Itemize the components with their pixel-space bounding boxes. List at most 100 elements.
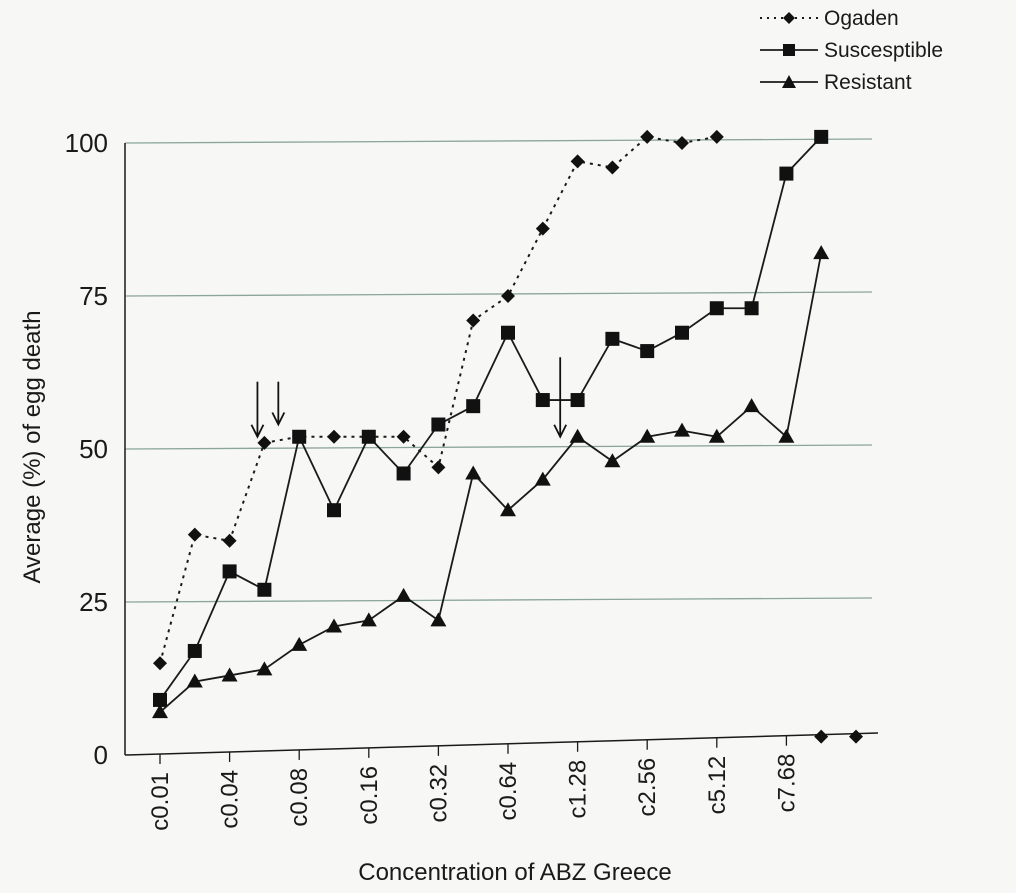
data-point-square — [570, 393, 585, 408]
data-point-square — [675, 325, 689, 340]
data-point-square — [640, 344, 655, 359]
legend-marker-square-icon — [783, 44, 795, 56]
gridlines — [124, 138, 873, 603]
data-point-diamond — [431, 460, 446, 475]
data-point-diamond — [814, 729, 829, 744]
x-tick-label: c2.56 — [634, 758, 661, 817]
data-point-triangle — [778, 428, 795, 443]
data-point-square — [361, 429, 376, 444]
data-point-diamond — [257, 435, 272, 450]
x-tick-labels: c0.01 c0.04 c0.08 c0.16 c0.32 c0.64 c1.28 c2.56… — [147, 754, 800, 831]
x-tick-label: c0.16 — [356, 766, 383, 825]
data-point-triangle — [743, 398, 760, 413]
data-point-square — [292, 429, 307, 444]
data-point-diamond — [222, 533, 237, 548]
legend-item-ogaden: Ogaden — [760, 7, 899, 30]
data-point-triangle — [152, 704, 168, 719]
data-point-diamond — [640, 129, 655, 144]
x-tick-label: c0.64 — [495, 762, 522, 821]
data-point-square — [709, 301, 724, 316]
data-point-triangle — [500, 502, 516, 517]
data-point-triangle — [360, 612, 377, 627]
data-point-diamond — [153, 656, 167, 671]
x-tick-label: c1.28 — [565, 760, 592, 819]
data-point-square — [327, 503, 341, 518]
series-ogaden — [153, 129, 863, 744]
legend-marker-triangle-icon — [782, 75, 796, 88]
y-axis-title: Average (%) of egg death — [19, 310, 46, 583]
y-tick-label: 0 — [94, 740, 108, 770]
data-point-triangle — [256, 661, 273, 676]
data-point-diamond — [327, 429, 341, 444]
data-point-square — [396, 466, 411, 481]
data-point-diamond — [849, 729, 863, 744]
data-point-triangle — [639, 428, 656, 443]
data-point-triangle — [604, 453, 621, 468]
y-tick-label: 75 — [79, 281, 108, 311]
series-line-resistant — [159, 252, 823, 713]
data-point-square — [466, 399, 481, 414]
legend-item-resistant: Resistant — [760, 71, 912, 94]
data-point-square — [744, 301, 759, 316]
data-point-triangle — [813, 245, 830, 260]
data-point-triangle — [674, 422, 690, 437]
data-point-diamond — [535, 221, 550, 236]
gridline — [124, 138, 873, 144]
series-resistant — [152, 245, 830, 719]
data-point-square — [501, 325, 515, 340]
gridline — [124, 597, 873, 603]
data-point-square — [153, 692, 167, 707]
data-point-diamond — [501, 289, 515, 304]
data-point-square — [222, 564, 237, 579]
arrow-down-icon — [271, 381, 286, 427]
series-line-suscesptible — [159, 136, 822, 701]
data-point-diamond — [675, 136, 689, 151]
y-tick-label: 25 — [79, 587, 108, 617]
data-point-triangle — [569, 428, 586, 443]
data-point-square — [187, 643, 202, 658]
x-tick-label: c0.01 — [147, 772, 174, 831]
x-tick-label: c0.08 — [286, 768, 313, 827]
x-axis-title: Concentration of ABZ Greece — [358, 859, 672, 886]
gridline — [124, 291, 873, 297]
arrow-down-icon — [553, 357, 568, 439]
data-point-diamond — [570, 154, 585, 169]
data-point-square — [535, 393, 550, 408]
legend-label-ogaden: Ogaden — [824, 7, 899, 30]
data-point-triangle — [326, 618, 342, 633]
data-point-square — [605, 331, 620, 346]
y-tick-label: 50 — [79, 434, 108, 464]
legend-label-suscesptible: Suscesptible — [824, 39, 943, 62]
data-point-square — [431, 417, 446, 432]
data-point-diamond — [466, 313, 481, 328]
data-point-triangle — [465, 465, 482, 480]
data-point-diamond — [709, 129, 724, 144]
series — [152, 129, 863, 744]
y-tick-label: 100 — [65, 128, 108, 158]
data-point-triangle — [708, 428, 725, 443]
x-tick-label: c7.68 — [773, 754, 800, 813]
data-point-triangle — [534, 471, 551, 486]
axes — [124, 143, 879, 764]
data-point-square — [257, 582, 272, 597]
legend-marker-diamond-icon — [783, 12, 795, 24]
legend: Ogaden Suscesptible Resistant — [760, 7, 943, 94]
data-point-diamond — [605, 160, 620, 175]
series-suscesptible — [153, 129, 829, 707]
annotations — [250, 357, 568, 439]
data-point-diamond — [187, 527, 202, 542]
gridline — [124, 444, 873, 450]
legend-item-suscesptible: Suscesptible — [760, 39, 943, 62]
data-point-triangle — [291, 636, 308, 651]
data-point-triangle — [186, 673, 203, 688]
data-point-square — [814, 129, 829, 144]
data-point-diamond — [396, 429, 411, 444]
series-line-ogaden — [159, 135, 717, 664]
x-tick-label: c0.04 — [217, 770, 244, 829]
data-point-triangle — [395, 587, 412, 602]
x-tick-label: c0.32 — [425, 764, 452, 823]
data-point-triangle — [221, 667, 238, 682]
y-tick-labels: 0 25 50 75 100 — [65, 128, 108, 770]
data-point-square — [779, 166, 794, 181]
